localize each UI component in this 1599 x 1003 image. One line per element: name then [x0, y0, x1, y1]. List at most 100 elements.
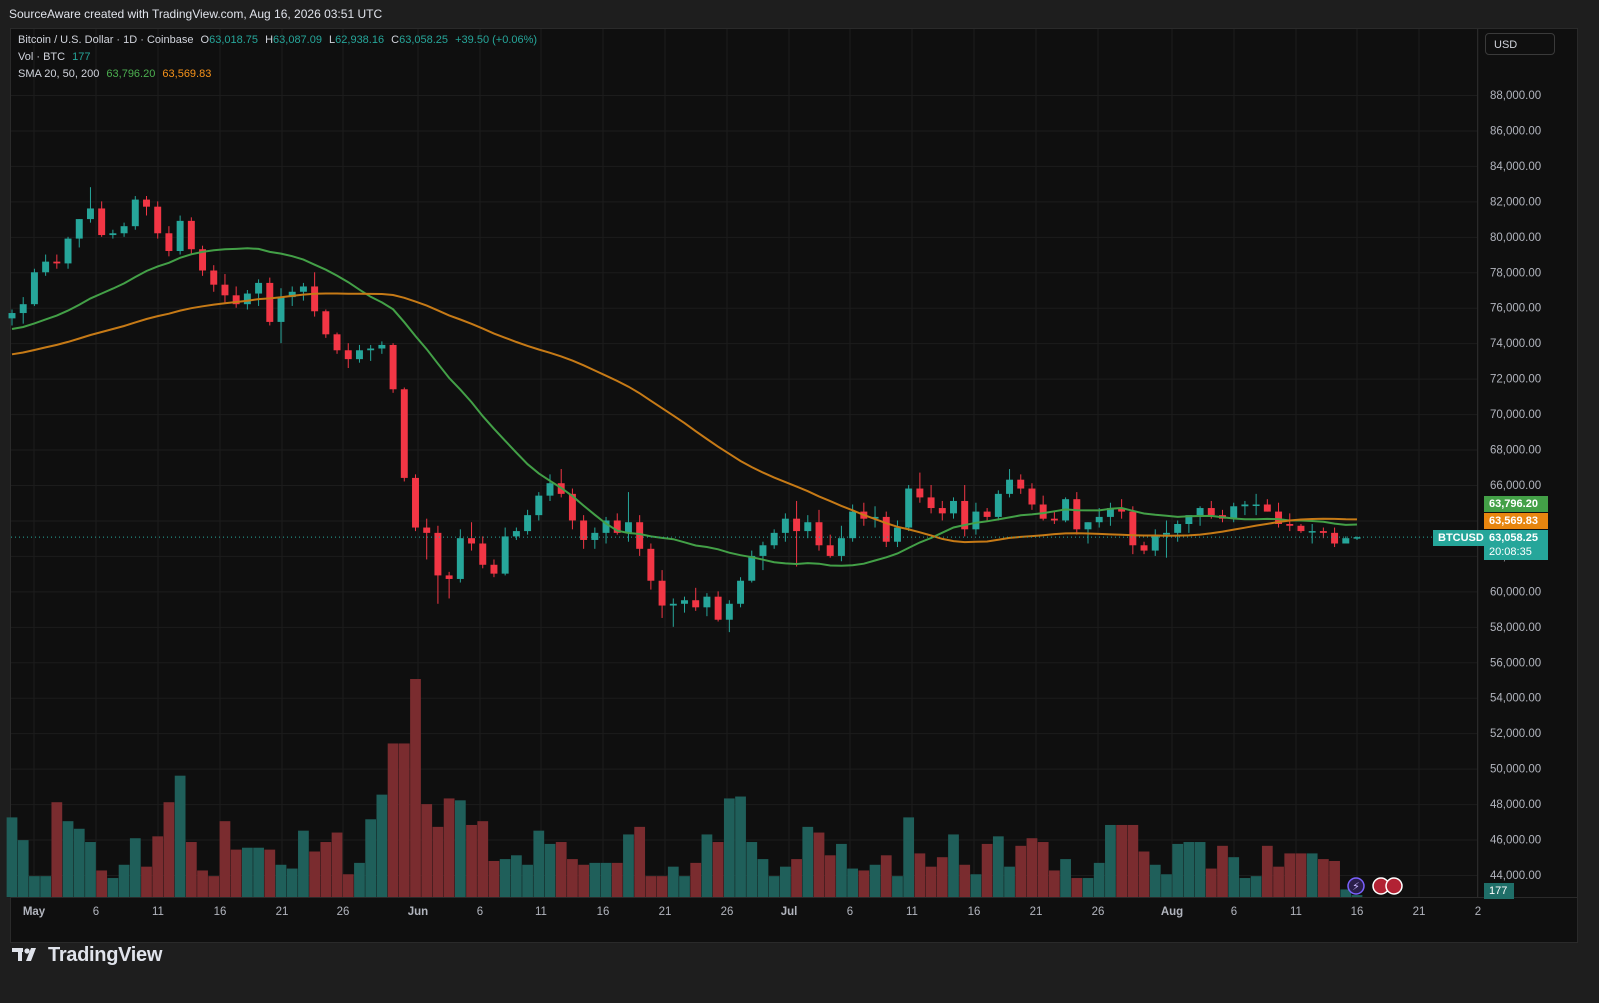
volume-bar[interactable] — [701, 834, 713, 897]
candle-body[interactable] — [1331, 532, 1339, 544]
candle-body[interactable] — [972, 511, 980, 530]
candle-body[interactable] — [1353, 537, 1361, 539]
volume-bar[interactable] — [1317, 859, 1329, 897]
time-axis-label[interactable]: 21 — [1413, 906, 1426, 918]
sma20-line[interactable] — [11, 247, 1358, 567]
volume-bar[interactable] — [1329, 860, 1340, 897]
candle-body[interactable] — [591, 532, 599, 540]
candle-body[interactable] — [210, 270, 218, 285]
candle-body[interactable] — [669, 603, 677, 606]
volume-bar[interactable] — [1239, 878, 1251, 897]
volume-bar[interactable] — [1228, 857, 1240, 897]
volume-bar[interactable] — [1060, 859, 1071, 897]
candle-body[interactable] — [143, 199, 150, 207]
volume-bar[interactable] — [1250, 876, 1262, 897]
time-axis-label[interactable]: 6 — [477, 906, 483, 918]
volume-bar[interactable] — [544, 843, 556, 897]
volume-bar[interactable] — [1172, 843, 1184, 897]
volume-bar[interactable] — [298, 830, 309, 897]
volume-bar[interactable] — [1071, 878, 1083, 897]
volume-bar[interactable] — [129, 838, 141, 897]
volume-bar[interactable] — [320, 842, 332, 897]
volume-bar[interactable] — [208, 876, 220, 897]
volume-bar[interactable] — [768, 876, 780, 897]
volume-bar[interactable] — [421, 804, 433, 897]
candle-body[interactable] — [1286, 524, 1294, 526]
volume-bar[interactable] — [230, 849, 242, 897]
volume-bar[interactable] — [925, 866, 937, 897]
candle-body[interactable] — [602, 520, 610, 533]
candle-body[interactable] — [826, 545, 834, 556]
volume-bar[interactable] — [1161, 874, 1172, 897]
volume-bar[interactable] — [656, 876, 668, 897]
candle-body[interactable] — [1230, 506, 1238, 519]
volume-bar[interactable] — [1284, 853, 1296, 897]
volume-bar[interactable] — [1015, 845, 1027, 897]
volume-bar[interactable] — [948, 834, 959, 897]
candle-body[interactable] — [445, 575, 453, 579]
candle-body[interactable] — [378, 344, 386, 349]
volume-bar[interactable] — [1048, 870, 1060, 897]
candle-body[interactable] — [938, 508, 946, 514]
volume-bar[interactable] — [936, 857, 948, 897]
candle-body[interactable] — [154, 206, 162, 234]
volume-bar[interactable] — [510, 855, 522, 897]
time-axis-label[interactable]: 16 — [597, 906, 610, 918]
candle-body[interactable] — [412, 477, 419, 528]
volume-bar[interactable] — [1105, 824, 1116, 897]
candle-body[interactable] — [1140, 545, 1148, 551]
volume-bar[interactable] — [185, 842, 197, 897]
event-lightning-icon[interactable] — [1347, 877, 1365, 895]
volume-bar[interactable] — [611, 862, 623, 897]
time-axis-label[interactable]: 6 — [93, 906, 99, 918]
volume-bar[interactable] — [578, 864, 590, 897]
candle-body[interactable] — [165, 233, 173, 251]
time-axis-label[interactable]: 2 — [1475, 906, 1481, 918]
volume-bar[interactable] — [432, 826, 444, 897]
candle-body[interactable] — [1252, 504, 1260, 507]
volume-bar[interactable] — [992, 836, 1004, 897]
candle-body[interactable] — [1073, 499, 1081, 530]
candle-body[interactable] — [468, 538, 476, 544]
time-axis-label[interactable]: 16 — [968, 906, 981, 918]
volume-bar[interactable] — [331, 832, 343, 897]
volume-bar[interactable] — [970, 874, 982, 897]
volume-bar[interactable] — [1351, 895, 1363, 897]
volume-bar[interactable] — [533, 830, 545, 897]
candle-body[interactable] — [98, 208, 106, 236]
candle-body[interactable] — [793, 518, 801, 532]
volume-bar[interactable] — [264, 849, 276, 897]
candle-body[interactable] — [714, 596, 722, 620]
volume-bar[interactable] — [959, 864, 971, 897]
candle-body[interactable] — [546, 483, 554, 496]
candle-body[interactable] — [232, 295, 240, 305]
volume-bar[interactable] — [869, 864, 881, 897]
volume-bar[interactable] — [667, 866, 679, 897]
candle-body[interactable] — [255, 282, 263, 294]
time-axis-label[interactable]: 21 — [276, 906, 289, 918]
candle-body[interactable] — [299, 286, 307, 292]
volume-bar[interactable] — [1295, 853, 1307, 897]
volume-bar[interactable] — [387, 743, 399, 897]
volume-bar[interactable] — [1116, 824, 1128, 897]
volume-bar[interactable] — [376, 794, 388, 897]
candle-body[interactable] — [1151, 534, 1159, 551]
candle-body[interactable] — [916, 488, 924, 498]
volume-bar[interactable] — [398, 743, 410, 897]
candle-body[interactable] — [53, 261, 61, 264]
volume-bar[interactable] — [880, 855, 892, 897]
volume-bar[interactable] — [174, 775, 186, 897]
volume-bar[interactable] — [858, 870, 870, 897]
candle-body[interactable] — [1275, 511, 1283, 524]
candle-body[interactable] — [19, 304, 27, 314]
volume-bar[interactable] — [567, 859, 578, 897]
time-axis-label[interactable]: 26 — [1092, 906, 1105, 918]
candle-body[interactable] — [737, 580, 745, 604]
candle-body[interactable] — [389, 344, 397, 390]
volume-bar[interactable] — [981, 843, 993, 897]
volume-bar[interactable] — [219, 821, 231, 897]
candle-body[interactable] — [288, 291, 296, 298]
candle-body[interactable] — [1162, 532, 1170, 535]
volume-bar[interactable] — [813, 832, 825, 897]
candle-body[interactable] — [1342, 538, 1350, 544]
